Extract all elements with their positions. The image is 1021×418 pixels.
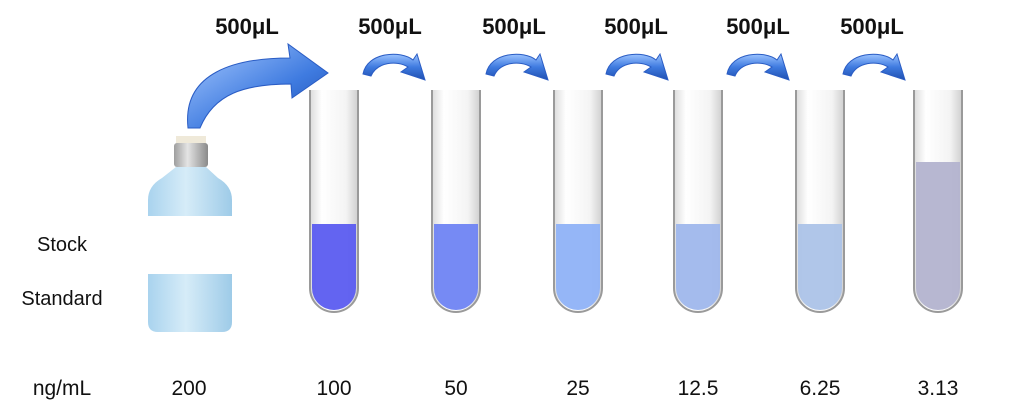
tube-1 <box>309 90 359 313</box>
volume-label-2: 500μL <box>358 14 422 39</box>
tube-outline <box>553 90 603 313</box>
stock-label-line2: Standard <box>21 288 102 310</box>
tube-concentration-4: 12.5 <box>678 377 719 400</box>
stock-label-line1: Stock <box>37 234 88 256</box>
tube-concentration-5: 6.25 <box>800 377 841 400</box>
transfer-arrow-5 <box>842 52 906 81</box>
tube-5 <box>795 90 845 313</box>
volume-labels: 500μL 500μL 500μL 500μL 500μL 500μL <box>215 14 904 39</box>
bottle-label <box>148 216 232 274</box>
volume-label-1: 500μL <box>215 14 279 39</box>
tube-4 <box>673 90 723 313</box>
transfer-arrow-1 <box>362 52 426 81</box>
tube-outline <box>913 90 963 313</box>
tube-2 <box>431 90 481 313</box>
tube-concentration-3: 25 <box>566 377 589 400</box>
tube-3 <box>553 90 603 313</box>
transfer-arrow-4 <box>726 52 790 81</box>
unit-label: ng/mL <box>33 377 91 400</box>
tube-outline <box>673 90 723 313</box>
tube-outline <box>795 90 845 313</box>
bottle-cap <box>174 143 208 167</box>
tube-concentration-1: 100 <box>316 377 351 400</box>
volume-label-3: 500μL <box>482 14 546 39</box>
concentration-labels: 100 50 25 12.5 6.25 3.13 <box>316 377 958 400</box>
tube-concentration-2: 50 <box>444 377 467 400</box>
volume-label-6: 500μL <box>840 14 904 39</box>
transfer-arrow-3 <box>605 52 669 81</box>
tube-row <box>309 90 963 313</box>
volume-label-4: 500μL <box>604 14 668 39</box>
tube-liquid <box>676 224 720 310</box>
tube-outline <box>309 90 359 313</box>
tube-outline <box>431 90 481 313</box>
stock-concentration: 200 <box>171 377 206 400</box>
tube-liquid <box>556 224 600 310</box>
volume-label-5: 500μL <box>726 14 790 39</box>
tube-liquid <box>798 224 842 310</box>
tube-liquid <box>916 162 960 310</box>
stock-bottle <box>148 136 232 332</box>
tube-6 <box>913 90 963 313</box>
tube-concentration-6: 3.13 <box>918 377 959 400</box>
transfer-arrow-stock <box>187 42 329 129</box>
tube-liquid <box>312 224 356 310</box>
transfer-arrow-2 <box>485 52 549 81</box>
tube-liquid <box>434 224 478 310</box>
bottle-cap-top <box>176 136 206 144</box>
transfer-arrows <box>362 52 906 81</box>
